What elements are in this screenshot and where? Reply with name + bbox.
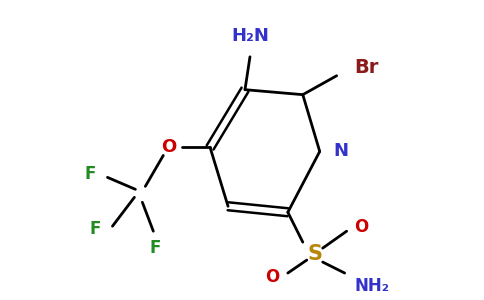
Text: N: N <box>333 142 348 160</box>
Text: S: S <box>307 244 322 264</box>
Text: F: F <box>89 220 101 238</box>
Text: H₂N: H₂N <box>231 27 269 45</box>
Text: Br: Br <box>355 58 379 77</box>
Text: NH₂: NH₂ <box>355 277 390 295</box>
Text: O: O <box>161 139 176 157</box>
Text: O: O <box>355 218 369 236</box>
Text: O: O <box>266 268 280 286</box>
Text: F: F <box>150 239 161 257</box>
Text: F: F <box>84 165 95 183</box>
